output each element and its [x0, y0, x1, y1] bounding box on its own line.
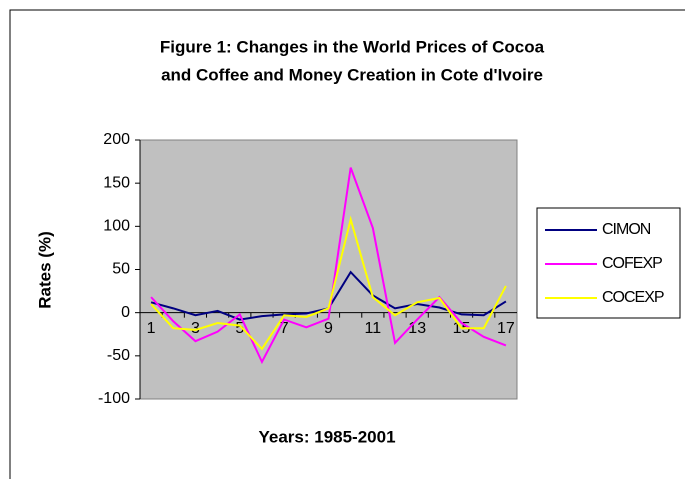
x-tick-label: 5	[235, 320, 244, 337]
x-tick-label: 17	[497, 320, 515, 337]
y-tick-label: 200	[103, 131, 130, 148]
y-tick-label: 100	[103, 218, 130, 235]
x-tick-label: 13	[408, 320, 426, 337]
x-tick-label: 9	[324, 320, 333, 337]
y-tick-label: -100	[98, 390, 130, 407]
y-axis-title: Rates (%)	[35, 231, 54, 308]
plot-area	[139, 139, 518, 400]
series-line	[150, 167, 507, 365]
chart-title: Figure 1: Changes in the World Prices of…	[160, 37, 545, 56]
legend-label: COCEXP	[602, 289, 664, 306]
y-tick-label: 50	[112, 261, 130, 278]
y-tick-label: -50	[107, 347, 130, 364]
legend-label: CIMON	[602, 221, 651, 238]
x-tick-label: 11	[365, 320, 382, 337]
x-tick-label: 7	[280, 320, 289, 337]
y-tick-label: 0	[121, 304, 130, 321]
chart-title: and Coffee and Money Creation in Cote d'…	[161, 65, 543, 84]
y-tick-label: 150	[103, 174, 130, 191]
x-tick-label: 3	[191, 320, 200, 337]
x-axis-title: Years: 1985-2001	[258, 427, 395, 446]
x-tick-label: 1	[147, 320, 156, 337]
legend-label: COFEXP	[602, 255, 662, 272]
series-line	[150, 215, 507, 351]
chart-border	[9, 9, 685, 479]
